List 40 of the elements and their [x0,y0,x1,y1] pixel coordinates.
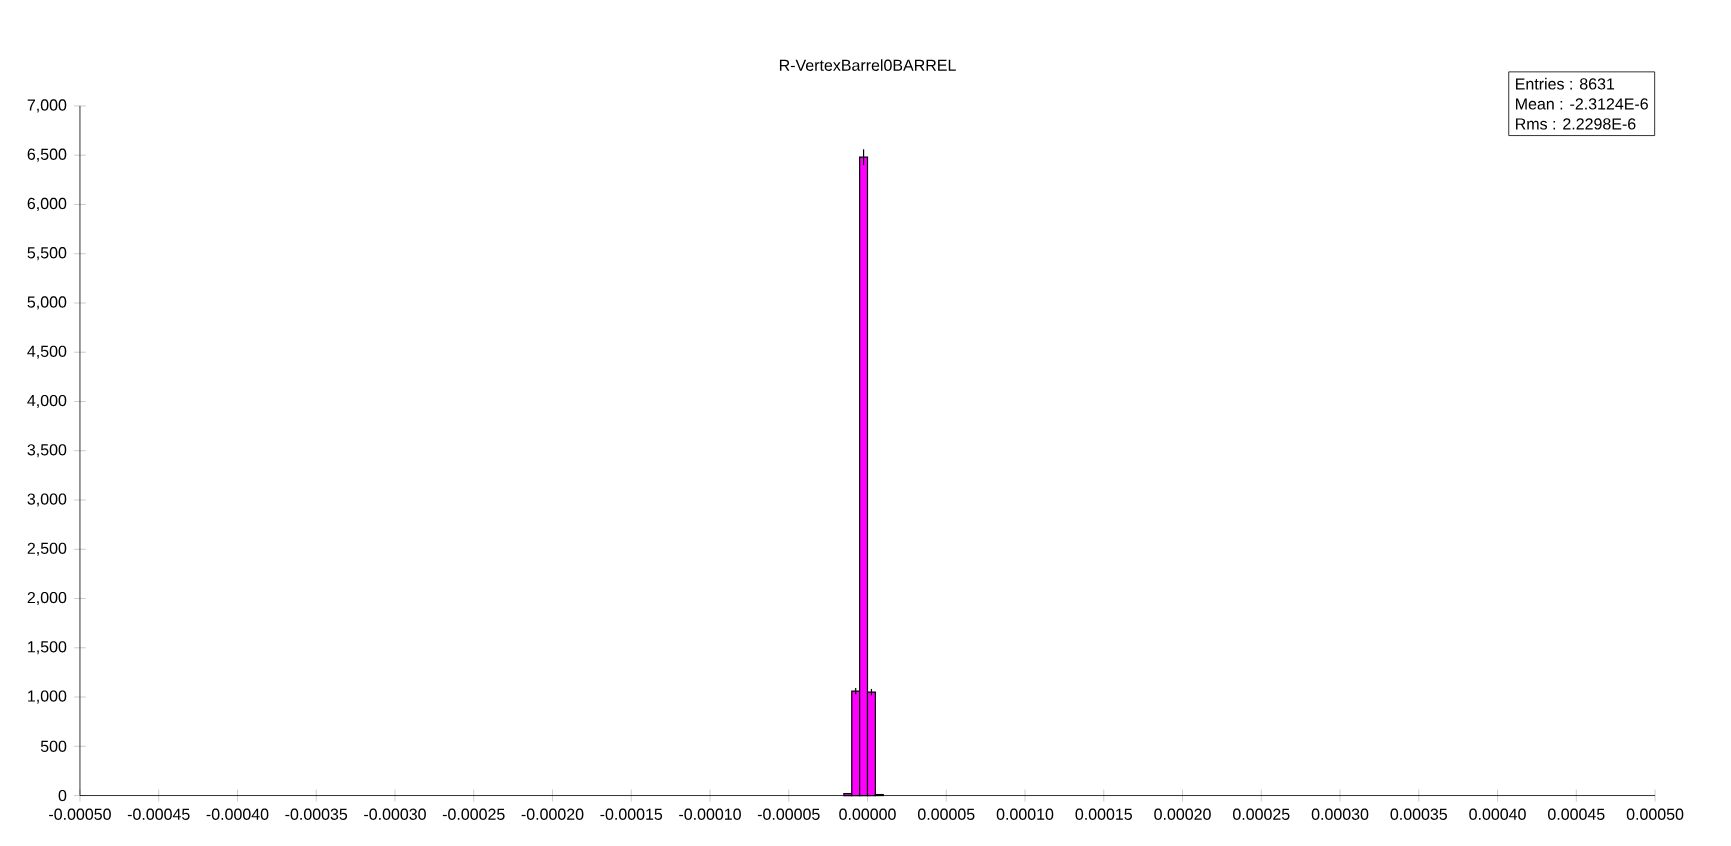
y-tick-label: 4,500 [27,345,67,360]
x-tick-label: 0.00005 [917,808,975,821]
y-tick-label: 0 [58,790,67,802]
x-tick-label: -0.00010 [679,808,741,821]
x-tick-label: -0.00020 [521,808,584,821]
y-tick-label: 6,000 [27,198,67,212]
x-tick-label: 0.00045 [1548,808,1605,821]
y-tick-label: 3,000 [27,493,67,507]
y-tick-label: 2,000 [27,592,67,606]
x-tick-label: 0.00030 [1311,808,1369,821]
chart-title: R-VertexBarrel0BARREL [779,59,956,72]
y-tick-label: 5,500 [27,247,67,261]
x-tick-label: -0.00005 [757,808,820,821]
x-tick-label: -0.00045 [127,808,190,821]
y-tick-label: 4,000 [27,395,67,409]
y-tick-label: 7,000 [27,99,67,113]
y-tick-label: 1,000 [28,690,67,704]
x-tick-label: 0.00010 [996,808,1054,821]
x-tick-label: 0.00040 [1469,808,1526,821]
y-tick-label: 5,000 [27,296,67,310]
text: Entries : 8631 [1516,78,1615,90]
x-tick-label: 0.00050 [1626,808,1684,821]
x-tick-label: -0.00050 [49,808,111,821]
x-tick-label: 0.00035 [1390,808,1447,821]
x-tick-label: -0.00030 [364,808,426,821]
x-tick-label: -0.00025 [442,808,505,821]
x-tick-label: 0.00015 [1075,808,1132,821]
y-tick-label: 2,500 [27,542,67,557]
x-tick-label: 0.00025 [1233,808,1290,821]
x-tick-label: -0.00015 [600,808,663,821]
y-tick-label: 500 [40,740,67,753]
y-tick-label: 3,500 [27,444,67,458]
x-tick-label: 0.00000 [839,808,896,821]
x-tick-label: 0.00020 [1154,808,1211,821]
y-tick-label: 6,500 [27,148,67,163]
y-tick-label: 1,500 [28,641,67,655]
annotation: Rms : 2.2298E-6 [1516,118,1636,130]
x-tick-label: -0.00040 [206,808,269,821]
annotation: Mean : -2.3124E-6 [1516,98,1648,110]
x-tick-label: -0.00035 [285,808,348,821]
